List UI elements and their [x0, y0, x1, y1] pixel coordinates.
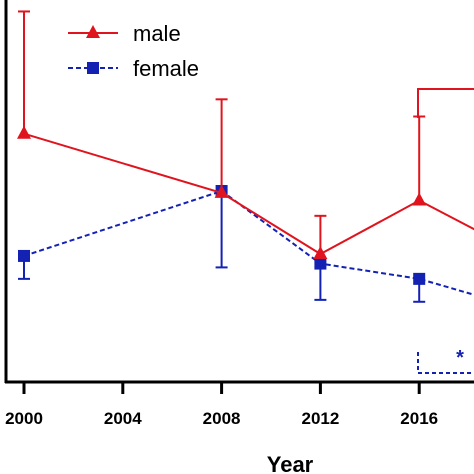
- x-tick-label-2012: 2012: [301, 409, 339, 428]
- male-line: [23, 132, 474, 256]
- male-point-2008: [214, 184, 229, 198]
- male-point-2016: [412, 192, 427, 206]
- legend-male-marker: [86, 25, 100, 38]
- series-male: [17, 10, 474, 260]
- x-tick-label-2008: 2008: [203, 409, 241, 428]
- axes: [4, 0, 474, 384]
- legend-female-marker: [87, 62, 99, 74]
- x-tick-label-2004: 2004: [104, 409, 142, 428]
- legend-female-label: female: [133, 56, 199, 81]
- female-point-2000: [18, 249, 30, 262]
- x-axis-title: Year: [267, 452, 314, 474]
- series-female: [18, 185, 474, 303]
- significance-star: *: [456, 347, 464, 369]
- x-tick-label-2000: 2000: [5, 409, 43, 428]
- male-significance-bracket: [417, 88, 474, 118]
- male-point-2012: [313, 246, 328, 260]
- legend: male female: [68, 21, 199, 81]
- female-significance-bracket: [417, 352, 474, 374]
- legend-male-label: male: [133, 21, 181, 46]
- x-tick-label-2016: 2016: [400, 409, 438, 428]
- female-point-2012: [314, 257, 327, 270]
- female-point-2016: [413, 272, 426, 285]
- male-point-2000: [17, 125, 31, 139]
- significance-brackets: *: [417, 88, 474, 374]
